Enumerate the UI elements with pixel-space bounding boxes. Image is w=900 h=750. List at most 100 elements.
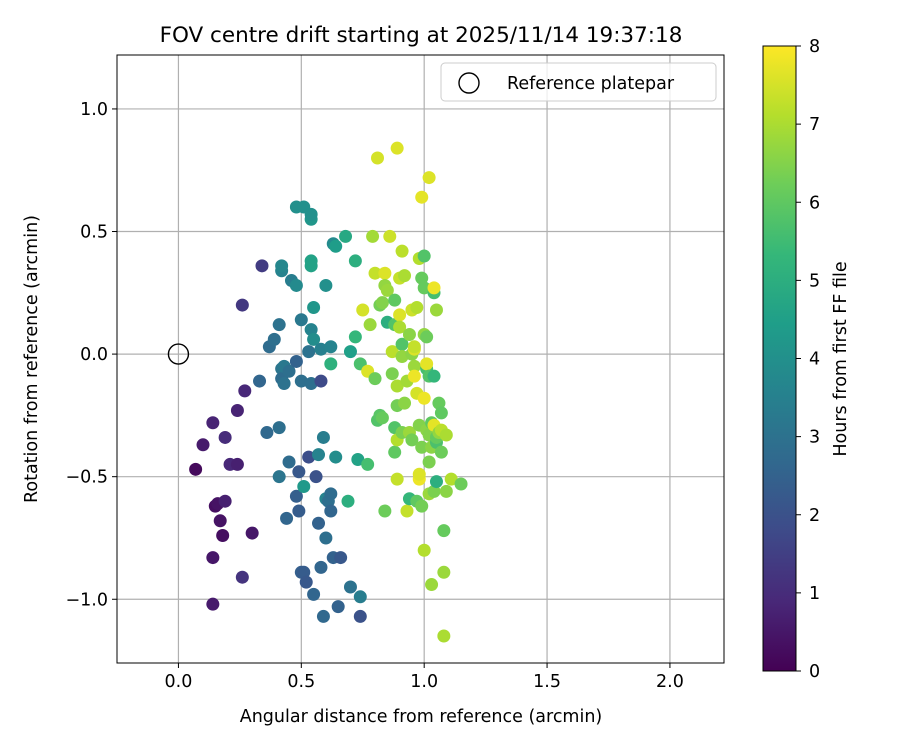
data-point	[189, 462, 203, 476]
data-point	[267, 332, 281, 346]
data-point	[316, 609, 330, 623]
colorbar-tick-label: 3	[809, 428, 820, 448]
data-point	[334, 551, 348, 565]
colorbar-tick-label: 0	[809, 662, 820, 682]
data-point	[417, 281, 431, 295]
data-point	[319, 531, 333, 545]
plot-area	[116, 54, 725, 664]
data-point	[375, 411, 389, 425]
data-point	[272, 318, 286, 332]
data-point	[277, 377, 291, 391]
reference-platepar-marker	[167, 343, 190, 365]
data-point	[437, 524, 451, 538]
data-point	[314, 560, 328, 574]
data-point	[353, 590, 367, 604]
x-tick-label: 0.5	[287, 672, 315, 692]
data-point	[375, 296, 389, 310]
data-point	[415, 440, 429, 454]
data-point	[415, 499, 429, 513]
data-point	[302, 345, 316, 359]
x-tick-label: 1.0	[410, 672, 438, 692]
data-point	[304, 323, 318, 337]
data-point	[368, 266, 382, 280]
data-point	[380, 283, 394, 297]
colorbar-tick-label: 6	[809, 193, 820, 213]
colorbar: 0 1 2 3 4 5 6 7 8 Hours from first FF file	[762, 37, 851, 682]
data-point	[429, 303, 443, 317]
data-point	[351, 453, 365, 467]
data-point	[292, 465, 306, 479]
data-point	[361, 457, 375, 471]
data-point	[366, 229, 380, 243]
colorbar-gradient	[763, 46, 796, 671]
data-point	[368, 372, 382, 386]
x-tick-label: 0.0	[165, 672, 193, 692]
data-point	[299, 575, 313, 589]
data-point	[324, 504, 338, 518]
data-point	[314, 342, 328, 356]
data-point	[255, 259, 269, 273]
data-point	[304, 377, 318, 391]
data-point	[304, 254, 318, 268]
scatter-points	[189, 141, 468, 643]
plot-frame	[116, 54, 725, 664]
data-point	[422, 171, 436, 185]
data-point	[415, 190, 429, 204]
x-axis-label: Angular distance from reference (arcmin)	[240, 707, 603, 727]
data-point	[348, 330, 362, 344]
legend-label: Reference platepar	[507, 74, 675, 94]
data-point	[294, 374, 308, 388]
data-point	[329, 450, 343, 464]
data-point	[302, 450, 316, 464]
data-point	[280, 511, 294, 525]
reference-marker-layer	[167, 343, 190, 365]
y-tick-label: 0.5	[80, 223, 108, 243]
y-tick-label: 1.0	[80, 100, 108, 120]
data-point	[420, 357, 434, 371]
data-point	[412, 467, 426, 481]
data-point	[312, 448, 326, 462]
data-point	[341, 494, 355, 508]
data-point	[343, 345, 357, 359]
data-point	[434, 406, 448, 420]
data-point	[245, 526, 259, 540]
data-point	[432, 396, 446, 410]
data-point	[434, 445, 448, 459]
data-point	[206, 416, 220, 430]
colorbar-tick-label: 8	[809, 37, 820, 57]
data-point	[353, 609, 367, 623]
data-point	[218, 430, 232, 444]
y-axis-ticks: −1.0 −0.5 0.0 0.5 1.0	[66, 100, 117, 610]
data-point	[427, 484, 441, 498]
x-tick-label: 2.0	[656, 672, 684, 692]
data-point	[415, 271, 429, 285]
data-point	[235, 298, 249, 312]
data-point	[230, 457, 244, 471]
data-point	[390, 472, 404, 486]
data-point	[417, 249, 431, 263]
plot-background	[117, 55, 724, 663]
data-point	[405, 433, 419, 447]
data-point	[324, 487, 338, 501]
data-point	[393, 308, 407, 322]
data-point	[324, 357, 338, 371]
data-point	[407, 359, 421, 373]
colorbar-tick-label: 2	[809, 506, 820, 526]
data-point	[422, 455, 436, 469]
chart-title: FOV centre drift starting at 2025/11/14 …	[160, 23, 683, 48]
data-point	[439, 428, 453, 442]
data-point	[356, 303, 370, 317]
data-point	[289, 278, 303, 292]
data-point	[407, 369, 421, 383]
data-point	[370, 151, 384, 165]
data-point	[213, 514, 227, 528]
legend: Reference platepar	[440, 62, 717, 102]
data-point	[297, 479, 311, 493]
data-point	[417, 391, 431, 405]
data-point	[400, 504, 414, 518]
x-axis-ticks: 0.0 0.5 1.0 1.5 2.0	[165, 663, 684, 692]
data-point	[390, 141, 404, 155]
colorbar-tick-label: 7	[809, 115, 820, 135]
data-point	[398, 269, 412, 283]
